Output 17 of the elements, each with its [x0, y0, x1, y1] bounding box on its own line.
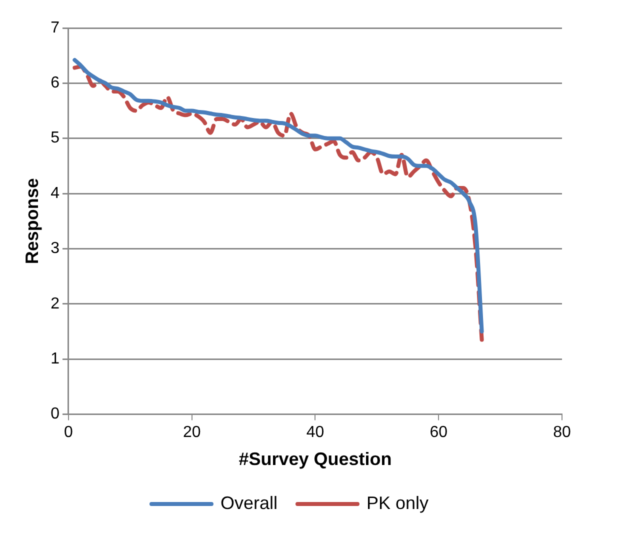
x-tick-label: 40 — [306, 424, 324, 442]
y-tick-label: 1 — [50, 350, 60, 368]
y-tick-label: 4 — [50, 184, 60, 202]
y-tick-label: 3 — [50, 240, 60, 258]
x-tick-label: 80 — [553, 424, 571, 442]
x-tick-label: 20 — [182, 424, 201, 442]
y-tick-label: 0 — [50, 406, 60, 423]
y-tick-label: 7 — [50, 19, 60, 36]
y-tick-label: 5 — [50, 130, 60, 147]
y-tick-label: 2 — [50, 295, 60, 312]
y-tick-label: 6 — [50, 74, 60, 92]
y-axis-title: Response — [22, 178, 42, 264]
legend-label: PK only — [366, 492, 429, 513]
legend-label: Overall — [220, 492, 278, 513]
x-tick-label: 60 — [430, 424, 448, 442]
x-tick-label: 0 — [64, 424, 74, 442]
x-axis-title: #Survey Question — [238, 449, 392, 470]
